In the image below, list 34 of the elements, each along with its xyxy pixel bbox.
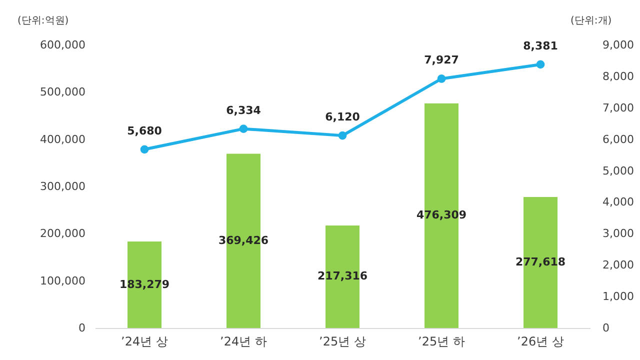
y-tick-label: 0: [78, 322, 86, 334]
point: [338, 131, 347, 140]
x-tick-label: ’24년 하: [220, 334, 267, 348]
data-label: 8,381: [523, 39, 558, 52]
y-tick-label: 600,000: [40, 38, 86, 52]
y2-tick-label: 4,000: [602, 196, 634, 209]
x-tick-label: ’24년 상: [121, 334, 168, 348]
y-tick-label: 300,000: [40, 180, 86, 193]
y2-tick-label: 8,000: [602, 70, 634, 83]
y-tick-label: 400,000: [40, 132, 86, 146]
x-tick-label: ’25년 상: [319, 334, 366, 348]
point: [140, 145, 149, 154]
data-label: 7,927: [424, 54, 459, 67]
point: [239, 124, 248, 134]
y-tick-label: 100,000: [40, 274, 86, 288]
y2-tick-label: 2,000: [602, 258, 634, 272]
x-tick-label: ’26년 상: [517, 334, 564, 348]
data-label: 6,120: [325, 110, 360, 124]
y2-tick-label: 0: [602, 322, 610, 334]
y-axis-title: (단위:억원): [18, 16, 69, 26]
y2-axis-title: (단위:개): [570, 16, 612, 26]
point: [437, 74, 446, 83]
y-tick-label: 500,000: [40, 86, 86, 99]
data-label: 6,334: [226, 104, 262, 117]
y2-tick-label: 3,000: [602, 227, 634, 240]
y2-tick-label: 5,000: [602, 164, 634, 178]
y2-tick-label: 7,000: [602, 101, 634, 114]
y2-tick-label: 6,000: [602, 132, 634, 146]
point: [536, 60, 545, 69]
y2-tick-label: 9,000: [602, 38, 634, 52]
data-label: 5,680: [127, 124, 162, 138]
y-tick-label: 200,000: [40, 227, 86, 240]
y2-tick-label: 1,000: [602, 290, 634, 304]
x-tick-label: ’25년 하: [418, 334, 465, 348]
